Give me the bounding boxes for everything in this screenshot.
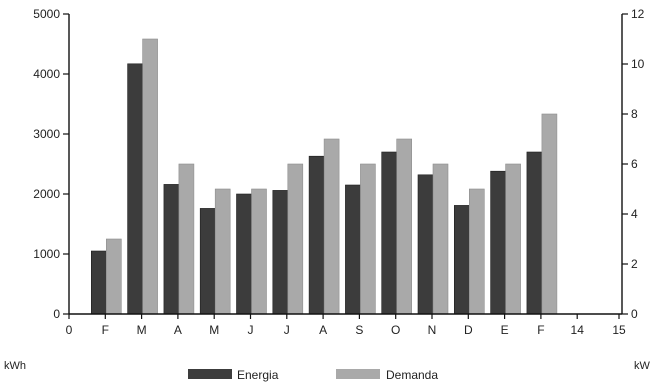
- x-tick-label: E: [501, 323, 509, 337]
- right-tick-label: 12: [631, 7, 645, 21]
- right-axis-ticks: 0 2 4 6 8 10 12: [622, 7, 645, 321]
- bar-demanda-2: [142, 38, 158, 315]
- x-tick-label: O: [391, 323, 400, 337]
- bars-group: [91, 38, 558, 315]
- left-tick-label: 2000: [33, 187, 60, 201]
- bar-energia-4: [199, 208, 216, 315]
- x-tick-label: M: [209, 323, 219, 337]
- bar-energia-9: [381, 151, 398, 315]
- x-tick-label: 14: [571, 323, 585, 337]
- bar-energia-2: [127, 63, 143, 315]
- bar-demanda-9: [396, 138, 413, 315]
- bar-energia-11: [453, 205, 470, 315]
- right-tick-label: 10: [631, 57, 645, 71]
- x-tick-label: 15: [612, 323, 626, 337]
- left-tick-label: 5000: [33, 7, 60, 21]
- x-tick-label: D: [464, 323, 473, 337]
- x-tick-label: 0: [66, 323, 73, 337]
- legend-swatch-energia: [188, 369, 232, 379]
- bar-demanda-6: [287, 163, 304, 315]
- bar-energia-10: [417, 174, 434, 315]
- x-tick-label: J: [284, 323, 290, 337]
- legend: Energia Demanda: [188, 368, 438, 382]
- bar-energia-3: [163, 184, 180, 315]
- left-tick-label: 3000: [33, 127, 60, 141]
- bar-energia-12: [490, 170, 506, 315]
- right-tick-label: 8: [631, 107, 638, 121]
- x-tick-label: J: [248, 323, 254, 337]
- bar-energia-5: [236, 193, 252, 315]
- legend-label-energia: Energia: [237, 368, 279, 382]
- right-tick-label: 2: [631, 257, 638, 271]
- right-tick-label: 0: [631, 307, 638, 321]
- left-tick-label: 1000: [33, 247, 60, 261]
- left-axis-unit: kWh: [4, 360, 26, 372]
- x-tick-label: F: [537, 323, 544, 337]
- bar-demanda-12: [505, 163, 521, 315]
- right-tick-label: 6: [631, 157, 638, 171]
- x-tick-label: M: [137, 323, 147, 337]
- x-tick-label: A: [174, 323, 182, 337]
- bar-energia-13: [526, 151, 543, 315]
- right-tick-label: 4: [631, 207, 638, 221]
- legend-swatch-demanda: [336, 369, 380, 379]
- bar-demanda-4: [214, 188, 231, 315]
- x-tick-label: N: [428, 323, 437, 337]
- bar-demanda-13: [541, 113, 558, 315]
- x-axis-ticks: 0 F M A M J J A S O N D E F 14 15: [66, 314, 626, 337]
- bar-energia-7: [308, 155, 325, 315]
- x-tick-label: F: [102, 323, 109, 337]
- bar-energia-1: [91, 250, 107, 315]
- left-axis-ticks: 0 1000 2000 3000 4000 5000: [33, 7, 69, 321]
- right-axis-unit: kW: [634, 360, 651, 372]
- bar-demanda-1: [106, 238, 122, 315]
- x-tick-label: S: [355, 323, 363, 337]
- bar-demanda-10: [432, 163, 449, 315]
- bar-demanda-8: [360, 163, 376, 315]
- left-tick-label: 4000: [33, 67, 60, 81]
- legend-label-demanda: Demanda: [386, 368, 438, 382]
- left-tick-label: 0: [53, 307, 60, 321]
- bar-demanda-3: [178, 163, 195, 315]
- bar-demanda-5: [251, 188, 267, 315]
- bar-demanda-7: [323, 138, 340, 315]
- bar-demanda-11: [468, 188, 485, 315]
- bar-energia-8: [345, 184, 361, 315]
- x-tick-label: A: [319, 323, 327, 337]
- bar-energia-6: [272, 190, 289, 315]
